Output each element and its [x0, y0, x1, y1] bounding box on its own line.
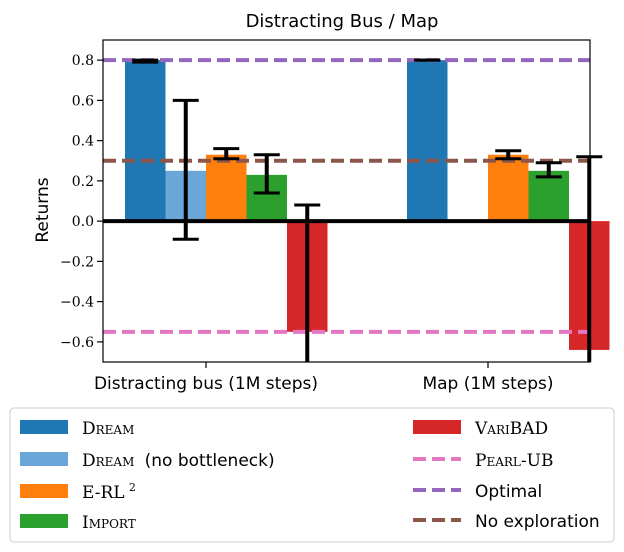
- legend-swatch-varibad: [413, 420, 461, 434]
- y-tick-label: 0.4: [72, 134, 94, 150]
- legend-swatch-dream-no-bottleneck: [20, 452, 68, 466]
- x-tick-label-map-1m-steps: Map (1M steps): [422, 374, 553, 394]
- legend-label-pearl-ub: Pearl-UB: [475, 451, 553, 471]
- x-ticks-group: Distracting bus (1M steps) Map (1M steps): [94, 362, 554, 394]
- y-axis-label: Returns: [33, 177, 53, 242]
- legend-box: [9, 407, 615, 543]
- legend-label-no-exploration: No exploration: [475, 512, 600, 532]
- legend-label-import: Import: [82, 513, 136, 533]
- legend-swatch-dream: [20, 420, 68, 434]
- legend-label-dream-nb-suffix: (no bottleneck): [145, 451, 275, 471]
- y-tick-label: −0.6: [60, 335, 94, 351]
- legend-swatch-import: [20, 514, 68, 528]
- bar-e-rl-distracting-bus: [206, 154, 247, 222]
- bar-e-rl-map: [488, 154, 529, 222]
- error-bars-group: [132, 58, 603, 362]
- legend-label-varibad: VariBAD: [474, 419, 548, 439]
- bar-dream-map: [407, 60, 448, 222]
- y-ticks-group: −0.6 −0.4 −0.2 0.0 0.2 0.4 0.6 0.8: [60, 53, 103, 351]
- y-tick-label: 0.8: [72, 53, 94, 69]
- y-tick-label: 0.2: [72, 174, 94, 190]
- x-tick-label-distracting-bus-1m-steps: Distracting bus (1M steps): [94, 374, 318, 394]
- plot-frame: [102, 39, 591, 363]
- legend-label-erl2-sup: 2: [129, 481, 136, 494]
- legend-label-dream-nb-main: Dream: [82, 451, 134, 471]
- legend-label-dream: Dream: [82, 419, 134, 439]
- legend-label-optimal: Optimal: [475, 482, 542, 502]
- y-tick-label: −0.2: [60, 254, 94, 270]
- y-tick-label: 0.0: [72, 214, 94, 230]
- y-tick-label: 0.6: [72, 93, 94, 109]
- legend-label-erl2-main: E-RL: [82, 483, 125, 503]
- legend-swatch-erl2: [20, 484, 68, 498]
- y-tick-label: −0.4: [60, 295, 94, 311]
- legend-label-dream-no-bottleneck: Dream (no bottleneck): [82, 451, 275, 471]
- legend: Dream Dream (no bottleneck) E-RL 2 Impor…: [9, 407, 615, 543]
- bar-dream-distracting-bus: [125, 60, 166, 222]
- bar-import-map: [528, 170, 569, 222]
- legend-label-erl2: E-RL 2: [82, 481, 136, 503]
- bars-group: [125, 60, 610, 350]
- chart-title: Distracting Bus / Map: [246, 11, 439, 32]
